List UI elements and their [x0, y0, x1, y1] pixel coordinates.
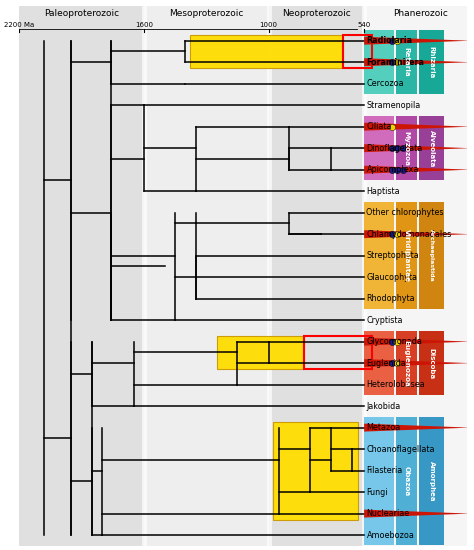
Text: Glaucophyta: Glaucophyta [366, 273, 418, 282]
Text: Glycomonada: Glycomonada [366, 337, 422, 346]
Bar [273, 422, 358, 520]
Text: Haptista: Haptista [366, 186, 400, 196]
Text: Phanerozoic: Phanerozoic [393, 9, 448, 18]
Text: Filasteria: Filasteria [366, 466, 403, 475]
Bar [217, 336, 304, 369]
Text: Nucleariae: Nucleariae [366, 509, 410, 518]
Text: Streptophyta: Streptophyta [366, 251, 419, 260]
Bar [364, 417, 394, 546]
Text: Chlamydomonadales: Chlamydomonadales [366, 230, 452, 239]
Bar [364, 30, 394, 94]
Text: Euglenozoa: Euglenozoa [404, 340, 410, 387]
Bar [304, 336, 373, 369]
Text: Fungi: Fungi [366, 488, 388, 497]
Text: Cercozoa: Cercozoa [366, 79, 404, 88]
Bar [396, 202, 417, 309]
Bar [343, 35, 373, 68]
Bar [190, 35, 343, 68]
Bar [419, 331, 444, 395]
Text: Rhizaria: Rhizaria [428, 46, 435, 78]
Text: Obazoa: Obazoa [404, 466, 410, 497]
Text: 2200 Ma: 2200 Ma [4, 22, 35, 28]
Text: Ciliata: Ciliata [366, 122, 392, 131]
Bar [19, 6, 144, 550]
Polygon shape [364, 37, 470, 45]
Text: Amoebozoa: Amoebozoa [366, 531, 414, 540]
Bar [364, 202, 394, 309]
Text: Apicomplexa: Apicomplexa [366, 165, 419, 174]
Text: Amorphea: Amorphea [428, 461, 435, 502]
Text: Viridiplantae: Viridiplantae [404, 229, 410, 282]
Polygon shape [364, 338, 470, 345]
Bar [144, 6, 269, 550]
Text: Paleoproterozoic: Paleoproterozoic [44, 9, 119, 18]
Bar [396, 417, 417, 546]
Text: Foraminifera: Foraminifera [366, 58, 424, 67]
Polygon shape [364, 58, 470, 66]
Text: Neoproterozoic: Neoproterozoic [282, 9, 351, 18]
Bar [419, 30, 444, 94]
Bar [396, 117, 417, 180]
Text: Cryptista: Cryptista [366, 316, 403, 324]
Text: Archaeplastida: Archaeplastida [429, 229, 434, 282]
Text: Euglenida: Euglenida [366, 359, 406, 367]
Text: Jakobida: Jakobida [366, 402, 401, 411]
Bar [419, 117, 444, 180]
Text: Alveolata: Alveolata [428, 130, 435, 167]
Bar [396, 30, 417, 94]
Bar [396, 331, 417, 395]
Bar [364, 117, 394, 180]
Polygon shape [364, 123, 470, 131]
Text: Heterolobosea: Heterolobosea [366, 380, 425, 389]
Text: Radiolaria: Radiolaria [366, 36, 412, 45]
Bar [419, 202, 444, 309]
Bar [269, 6, 364, 550]
Polygon shape [364, 144, 470, 152]
Text: 540: 540 [357, 22, 371, 28]
Text: Mesoproterozoic: Mesoproterozoic [169, 9, 244, 18]
Text: Myzozoa: Myzozoa [404, 131, 410, 166]
Text: Dinoflagellata: Dinoflagellata [366, 144, 423, 153]
Polygon shape [364, 166, 470, 174]
Bar [364, 331, 394, 395]
Text: Retaria: Retaria [404, 47, 410, 77]
Text: Rhodophyta: Rhodophyta [366, 294, 415, 303]
Polygon shape [364, 359, 470, 367]
Polygon shape [364, 510, 470, 518]
Text: Discoba: Discoba [428, 348, 435, 379]
Text: 1000: 1000 [260, 22, 278, 28]
Polygon shape [364, 230, 470, 238]
Polygon shape [364, 424, 470, 432]
Bar [419, 417, 444, 546]
Text: Metazoa: Metazoa [366, 423, 401, 432]
Text: 1600: 1600 [135, 22, 153, 28]
Text: Other chlorophytes: Other chlorophytes [366, 208, 444, 217]
Text: Choanoflagellata: Choanoflagellata [366, 444, 435, 454]
Text: Stramenopila: Stramenopila [366, 101, 421, 109]
Bar [364, 6, 474, 550]
